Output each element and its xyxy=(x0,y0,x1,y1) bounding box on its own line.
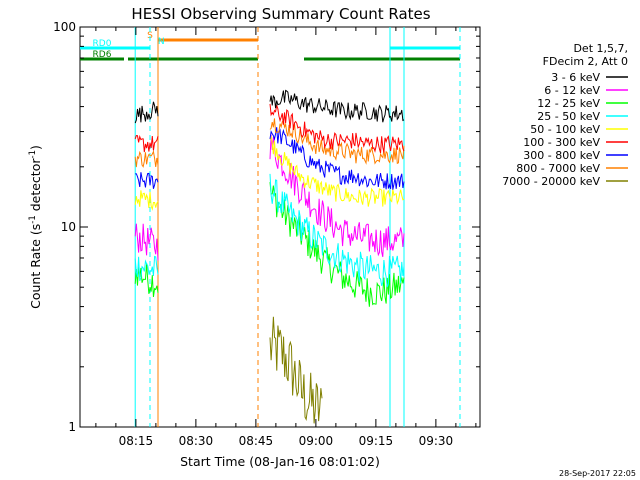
legend-label: 3 - 6 keV xyxy=(551,71,600,84)
status-bars: RD0RD6SN xyxy=(80,31,460,61)
x-tick-label: 09:30 xyxy=(419,434,454,448)
y-tick-label: 10 xyxy=(61,220,76,234)
x-tick-label: 08:30 xyxy=(179,434,214,448)
x-axis-label: Start Time (08-Jan-16 08:01:02) xyxy=(180,454,380,469)
series-line xyxy=(134,135,405,211)
legend-label: 6 - 12 keV xyxy=(544,84,600,97)
x-tick-label: 09:00 xyxy=(299,434,334,448)
status-bar-label: N xyxy=(158,37,165,47)
series-lines xyxy=(134,89,405,424)
y-tick-label: 100 xyxy=(53,20,76,34)
series-line xyxy=(134,134,405,261)
legend-header-1: Det 1,5,7, xyxy=(573,42,628,55)
vertical-markers xyxy=(134,27,461,427)
legend-label: 12 - 25 keV xyxy=(537,97,600,110)
x-tick-label: 09:15 xyxy=(359,434,394,448)
series-line xyxy=(134,89,405,124)
status-bar-label: RD0 xyxy=(93,39,112,49)
legend-label: 800 - 7000 keV xyxy=(516,162,600,175)
x-tick-label: 08:15 xyxy=(119,434,154,448)
legend-label: 300 - 800 keV xyxy=(523,149,600,162)
y-axis-label: Count Rate (s-1 detector-1) xyxy=(28,145,43,309)
series-line xyxy=(135,127,405,190)
series-line xyxy=(134,118,405,168)
chart-title: HESSI Observing Summary Count Rates xyxy=(131,5,430,23)
generated-timestamp: 28-Sep-2017 22:05 xyxy=(559,469,636,478)
series-line xyxy=(134,173,405,288)
legend-header-2: FDecim 2, Att 0 xyxy=(543,55,628,68)
y-tick-label: 1 xyxy=(68,420,76,434)
axes: 08:15 08:30 08:45 09:00 09:15 09:30 1 10 100 xyxy=(53,20,480,448)
legend-label: 50 - 100 keV xyxy=(530,123,600,136)
legend-label: 25 - 50 keV xyxy=(537,110,600,123)
series-line xyxy=(269,316,323,424)
legend-label: 7000 - 20000 keV xyxy=(502,175,600,188)
status-bar-label: RD6 xyxy=(93,50,112,60)
legend-label: 100 - 300 keV xyxy=(523,136,600,149)
x-tick-label: 08:45 xyxy=(239,434,274,448)
series-line xyxy=(134,103,405,154)
